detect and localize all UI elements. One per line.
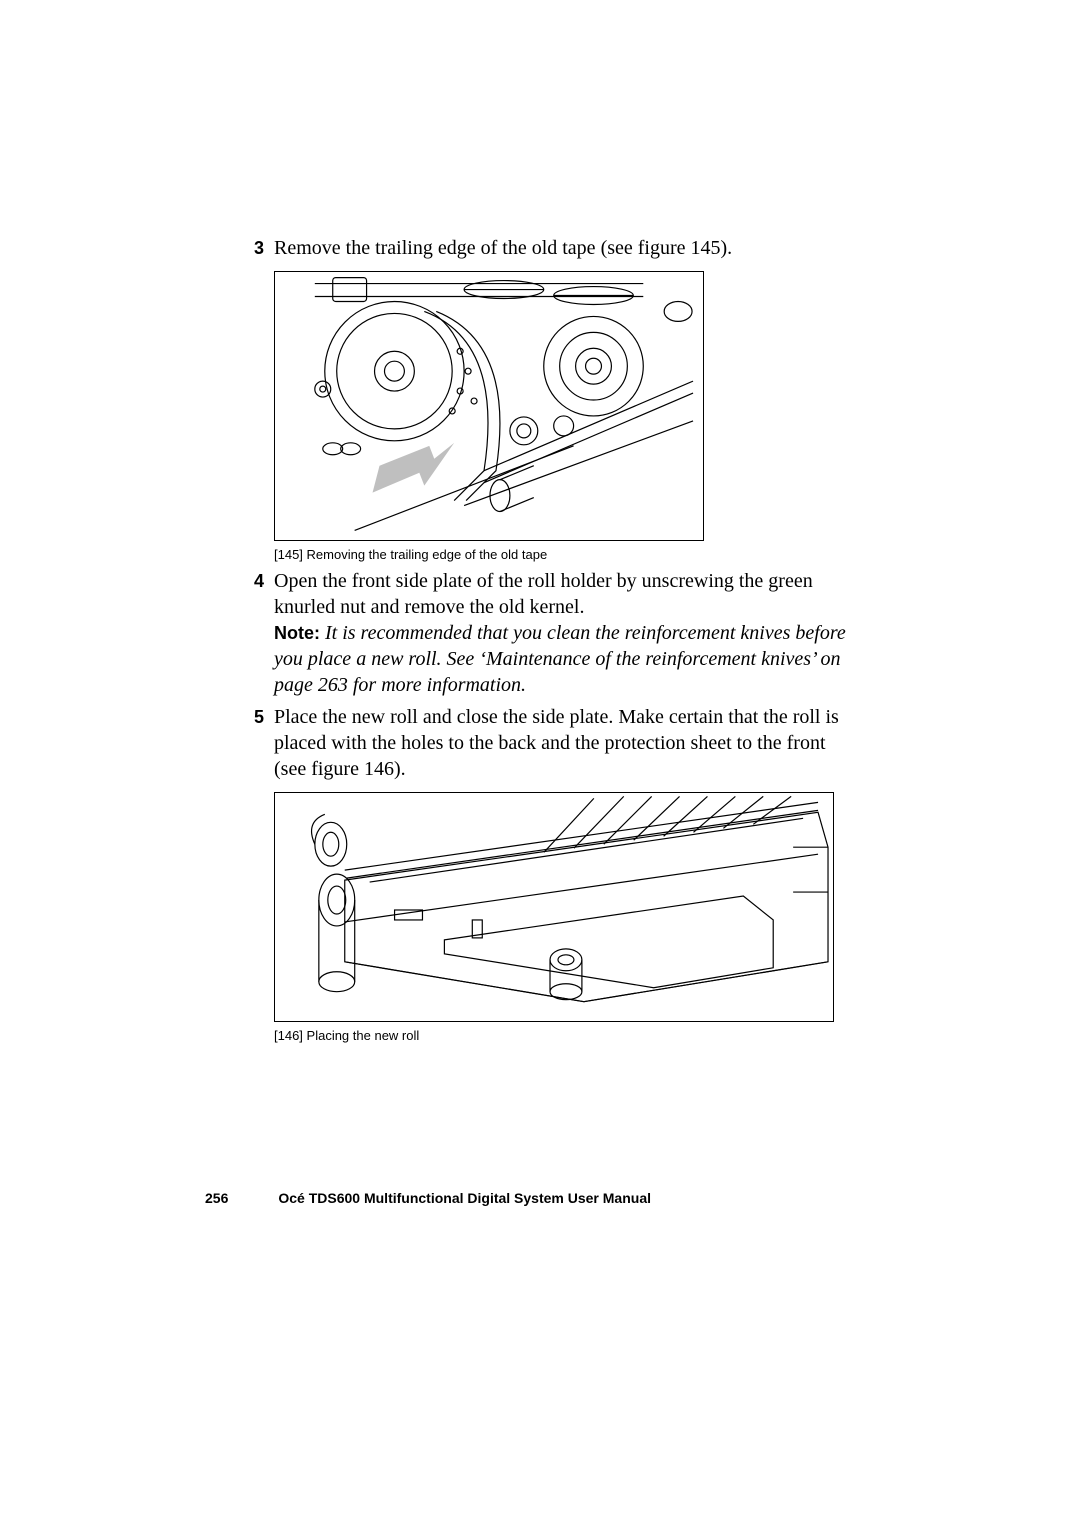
figure-145-illustration: [274, 271, 704, 541]
figure-146-caption: [146] Placing the new roll: [274, 1028, 848, 1043]
page-number: 256: [205, 1190, 228, 1206]
note-label: Note:: [274, 623, 320, 643]
step-3-text: Remove the trailing edge of the old tape…: [274, 235, 732, 261]
step-4-text: Open the front side plate of the roll ho…: [274, 568, 848, 620]
figure-146: [146] Placing the new roll: [274, 792, 848, 1043]
note-body: It is recommended that you clean the rei…: [274, 622, 846, 696]
page-footer: 256 Océ TDS600 Multifunctional Digital S…: [205, 1190, 651, 1206]
step-5-text: Place the new roll and close the side pl…: [274, 704, 848, 782]
note-line: Note: It is recommended that you clean t…: [274, 620, 848, 698]
roll-placement-illustration: [275, 792, 833, 1022]
step-4: 4 Open the front side plate of the roll …: [248, 568, 848, 698]
figure-145-caption: [145] Removing the trailing edge of the …: [274, 547, 848, 562]
figure-146-illustration: [274, 792, 834, 1022]
step-text: Remove the trailing edge of the old tape…: [274, 235, 732, 261]
figure-145: [145] Removing the trailing edge of the …: [274, 271, 848, 562]
tape-mechanism-illustration: [275, 271, 703, 541]
content-column: 3 Remove the trailing edge of the old ta…: [248, 235, 848, 1049]
step-text: Open the front side plate of the roll ho…: [274, 568, 848, 698]
step-3: 3 Remove the trailing edge of the old ta…: [248, 235, 848, 261]
step-text: Place the new roll and close the side pl…: [274, 704, 848, 782]
step-number: 4: [248, 568, 274, 698]
step-number: 5: [248, 704, 274, 782]
step-number: 3: [248, 235, 274, 261]
step-5: 5 Place the new roll and close the side …: [248, 704, 848, 782]
manual-title: Océ TDS600 Multifunctional Digital Syste…: [278, 1190, 651, 1206]
page: 3 Remove the trailing edge of the old ta…: [0, 0, 1080, 1528]
